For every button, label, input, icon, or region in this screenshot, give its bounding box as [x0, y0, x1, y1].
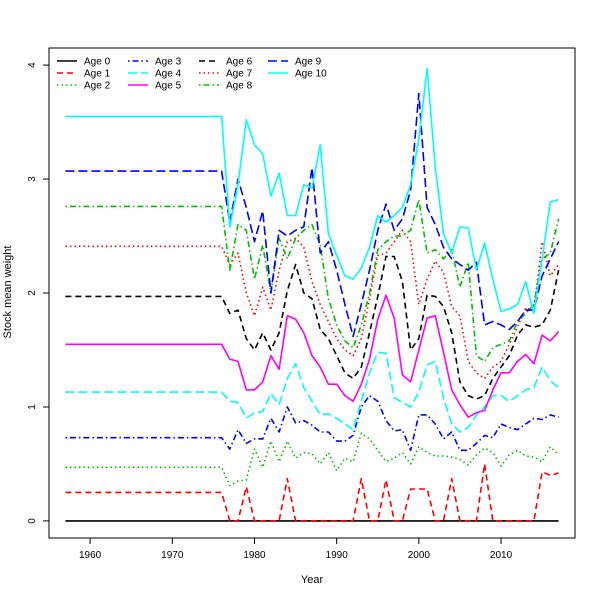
series-line-age-4	[65, 351, 560, 433]
legend-label: Age 8	[226, 81, 253, 92]
legend-label: Age 1	[84, 69, 111, 80]
series-line-age-9	[65, 92, 560, 338]
legend-label: Age 6	[226, 57, 253, 68]
legend-label: Age 9	[295, 57, 322, 68]
x-tick-label: 1960	[79, 550, 102, 561]
x-tick-label: 2010	[490, 550, 513, 561]
x-tick-label: 2000	[408, 550, 431, 561]
y-axis: 0 1 2 3 4	[27, 62, 50, 524]
x-tick-label: 1990	[326, 550, 349, 561]
series-line-age-10	[65, 67, 559, 315]
series-line-age-2	[65, 432, 560, 487]
series-line-age-6	[65, 255, 560, 400]
legend-label: Age 4	[155, 69, 182, 80]
legend-label: Age 7	[226, 69, 253, 80]
x-axis-label: Year	[301, 574, 324, 586]
x-axis: 1960 1970 1980 1990 2000 2010	[79, 537, 513, 561]
legend-label: Age 0	[84, 57, 111, 68]
legend-label: Age 10	[295, 69, 327, 80]
x-tick-label: 1980	[243, 550, 266, 561]
y-tick-label: 3	[27, 176, 38, 182]
x-tick-label: 1970	[161, 550, 184, 561]
y-tick-label: 0	[27, 518, 38, 524]
series-line-age-8	[65, 198, 560, 363]
y-tick-label: 1	[27, 404, 38, 410]
legend-label: Age 5	[155, 81, 182, 92]
series-line-age-3	[65, 394, 559, 452]
series-line-age-5	[65, 294, 560, 419]
legend-label: Age 3	[155, 57, 182, 68]
legend-label: Age 2	[84, 81, 111, 92]
y-axis-label: Stock mean weight	[2, 246, 14, 339]
series-line-age-1	[65, 463, 559, 522]
y-tick-label: 4	[27, 62, 38, 68]
series-layer	[65, 67, 560, 522]
y-tick-label: 2	[27, 290, 38, 296]
